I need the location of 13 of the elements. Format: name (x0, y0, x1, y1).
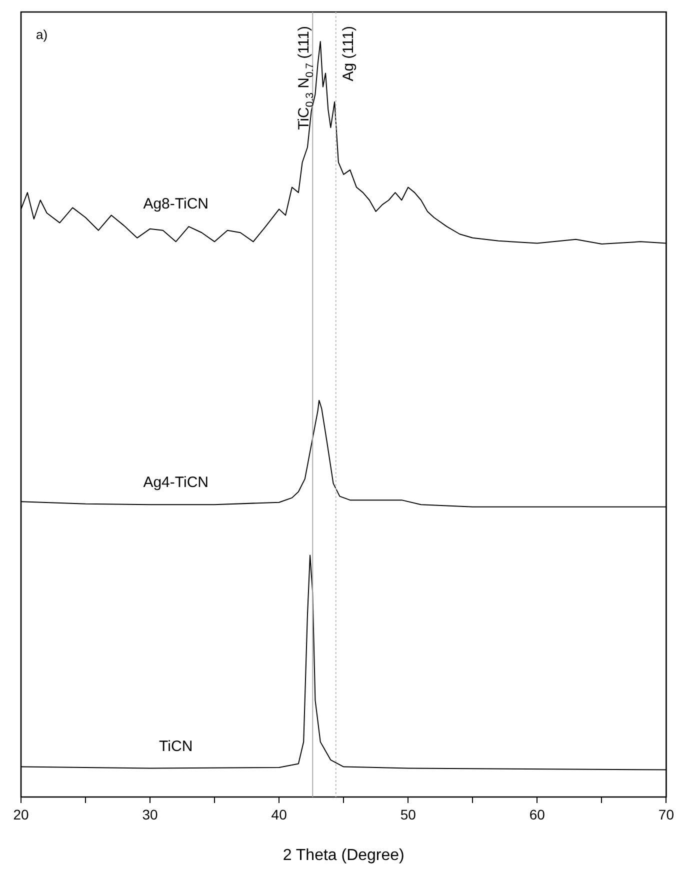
series-label: TiCN (159, 738, 193, 755)
x-axis-title: 2 Theta (Degree) (282, 846, 404, 864)
series-label: Ag4-TiCN (143, 474, 208, 492)
x-tick-label: 50 (400, 806, 416, 822)
annotation: a) (36, 27, 48, 42)
x-tick-label: 30 (142, 806, 158, 822)
x-tick-label: 20 (13, 806, 29, 822)
x-tick-label: 40 (271, 806, 288, 822)
ref-line-label: Ag (111) (340, 26, 357, 82)
x-tick-label: 70 (658, 806, 674, 822)
ref-line-label: TiC0.3 N0.7 (111) (296, 26, 316, 130)
series-label: Ag8-TiCN (143, 195, 208, 212)
x-tick-label: 60 (529, 806, 546, 822)
